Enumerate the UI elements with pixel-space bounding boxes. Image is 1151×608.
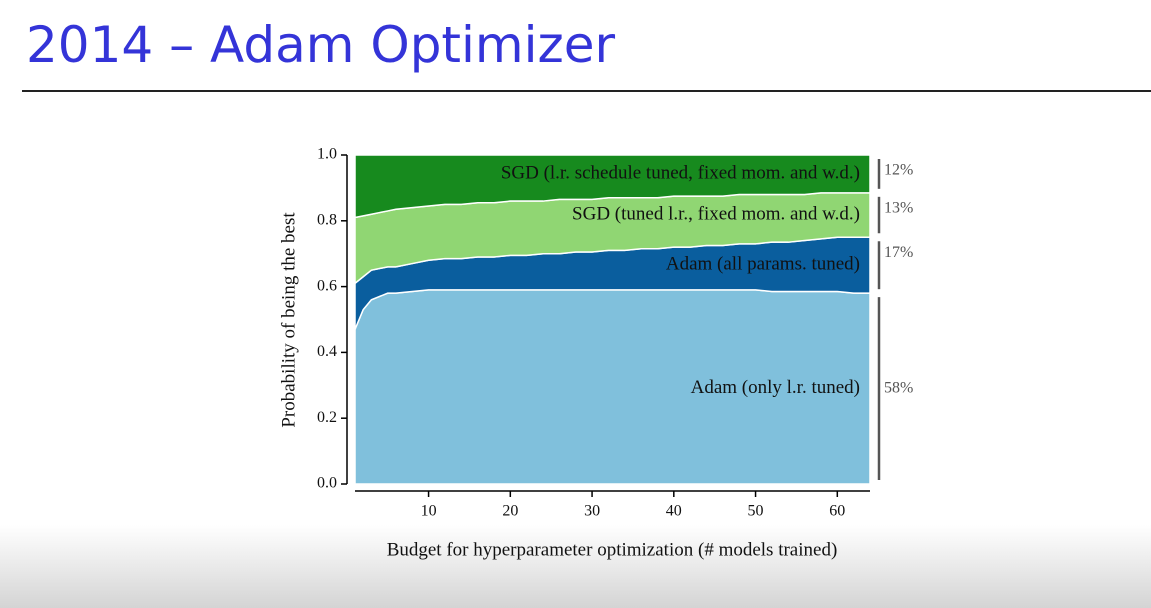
chart: Adam (only l.r. tuned) 58% Adam (all param… (278, 146, 913, 561)
y-tick-label: 0.4 (317, 343, 337, 360)
area (354, 154, 871, 219)
x-axis-label: Budget for hyperparameter optimization (… (387, 539, 838, 560)
share-label: 12% (884, 162, 913, 179)
share-label: 58% (884, 379, 913, 396)
y-tick-label: 0.2 (317, 409, 337, 426)
x-tick-label: 20 (502, 503, 518, 520)
share-label: 17% (884, 244, 913, 261)
slide-title: 2014 – Adam Optimizer (26, 16, 616, 74)
share-label: 13% (884, 200, 913, 217)
y-axis-label: Probability of being the best (278, 212, 299, 428)
series-label: Adam (only l.r. tuned) (691, 377, 860, 398)
series-label: SGD (l.r. schedule tuned, fixed mom. and… (501, 162, 860, 183)
x-tick-label: 10 (421, 503, 437, 520)
y-tick-label: 0.6 (317, 277, 337, 294)
y-tick-label: 0.0 (317, 475, 337, 492)
x-tick-label: 50 (748, 503, 764, 520)
bottom-shade (0, 525, 1151, 608)
y-tick-label: 1.0 (317, 146, 337, 163)
series-label: SGD (tuned l.r., fixed mom. and w.d.) (572, 203, 860, 224)
x-tick-label: 40 (666, 503, 682, 520)
y-tick-label: 0.8 (317, 211, 337, 228)
x-tick-label: 60 (829, 503, 845, 520)
series-label: Adam (all params. tuned) (666, 254, 860, 275)
x-tick-label: 30 (584, 503, 600, 520)
